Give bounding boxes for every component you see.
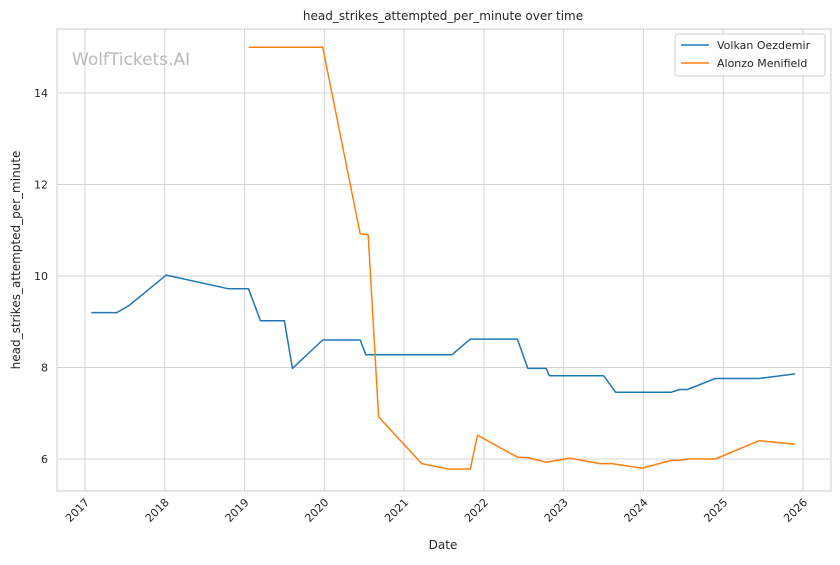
legend-box [674,33,826,77]
legend-label: Alonzo Menifield [717,57,807,70]
y-tick-labels: 6 8 10 12 14 [34,87,48,466]
legend-label: Volkan Oezdemir [717,39,811,52]
y-tick-label: 12 [34,179,48,192]
legend: Volkan Oezdemir Alonzo Menifield [674,33,826,77]
grid [57,29,831,491]
y-tick-label: 6 [41,453,48,466]
series-group [91,46,796,470]
plot-frame [56,28,832,492]
y-axis-label: head_strikes_attempted_per_minute [9,151,23,370]
watermark-text: WolfTickets.AI [72,50,190,70]
y-tick-label: 8 [41,361,48,374]
chart-title: head_strikes_attempted_per_minute over t… [303,9,583,23]
series-line-2 [248,46,796,470]
y-tick-label: 10 [34,270,48,283]
x-axis-label: Date [429,538,458,552]
series-line-1 [91,274,796,393]
y-tick-label: 14 [34,87,48,100]
